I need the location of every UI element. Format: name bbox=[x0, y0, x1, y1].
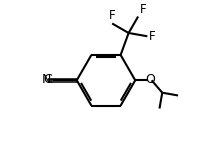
Text: F: F bbox=[139, 3, 146, 16]
Text: F: F bbox=[149, 30, 155, 43]
Text: N: N bbox=[42, 73, 51, 86]
Text: F: F bbox=[109, 9, 116, 22]
Text: O: O bbox=[145, 73, 155, 86]
Text: C: C bbox=[43, 73, 52, 86]
